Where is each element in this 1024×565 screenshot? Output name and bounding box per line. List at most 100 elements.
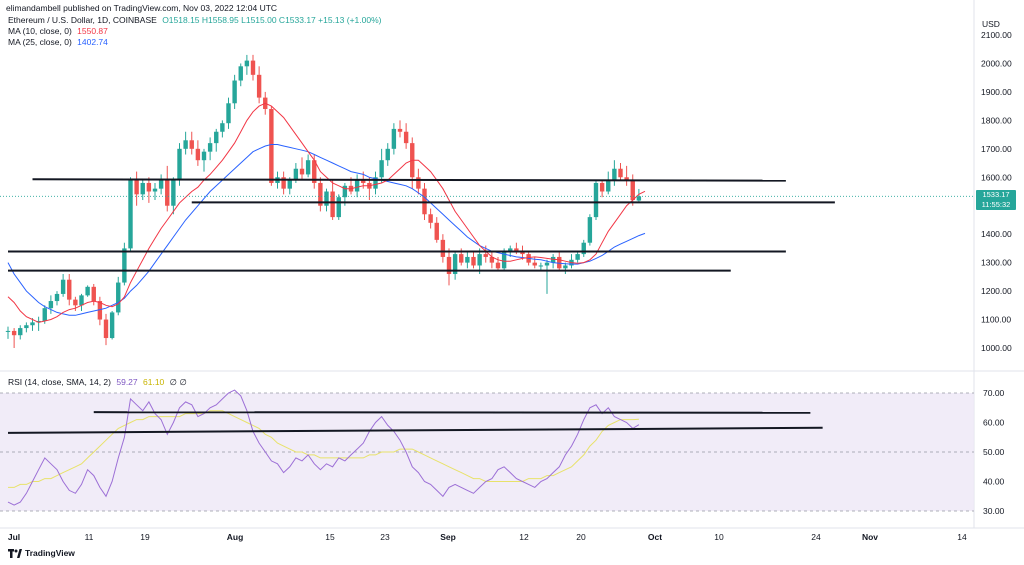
- candle-up: [122, 248, 127, 283]
- rsi-trendline: [93, 411, 811, 414]
- candle-down: [630, 180, 635, 201]
- candle-up: [116, 282, 121, 313]
- rsi-extra: ∅ ∅: [169, 377, 187, 387]
- ma25-label: MA (25, close, 0): [8, 37, 72, 47]
- candle-up: [550, 256, 556, 263]
- candle-down: [483, 254, 488, 257]
- candle-up: [287, 180, 292, 189]
- candle-up: [477, 254, 482, 266]
- ma25-legend[interactable]: MA (25, close, 0) 1402.74: [8, 37, 111, 47]
- candle-down: [440, 239, 446, 257]
- candle-down: [73, 299, 78, 306]
- symbol-legend[interactable]: Ethereum / U.S. Dollar, 1D, COINBASE O15…: [8, 15, 384, 25]
- time-axis-tick-label: 20: [576, 532, 586, 542]
- candle-up: [85, 286, 90, 296]
- candle-up: [391, 128, 397, 149]
- candle-down: [471, 256, 476, 266]
- rsi-trendline: [7, 426, 823, 434]
- ma10-legend[interactable]: MA (10, close, 0) 1550.87: [8, 26, 111, 36]
- time-axis-tick-label: 10: [714, 532, 724, 542]
- time-axis-tick-label: 11: [85, 532, 94, 542]
- candle-up: [24, 325, 29, 329]
- rsi-ma-line: [8, 410, 639, 488]
- candle-up: [152, 188, 158, 192]
- candle-up: [207, 143, 213, 152]
- candle-down: [397, 128, 403, 132]
- candle-down: [103, 319, 109, 339]
- price-axis-tick-label: 2000.00: [981, 58, 1012, 68]
- candle-up: [379, 160, 384, 178]
- ma10-line: [7, 102, 646, 323]
- candle-up: [508, 248, 513, 252]
- candle-up: [544, 262, 550, 266]
- candle-up: [48, 301, 54, 309]
- candle-up: [238, 66, 243, 81]
- candle-down: [256, 74, 262, 98]
- time-axis-tick-label: 15: [325, 532, 335, 542]
- candle-down: [624, 177, 629, 181]
- tradingview-logo-text: TradingView: [25, 548, 75, 558]
- rsi-ma-value: 61.10: [143, 377, 165, 387]
- candle-up: [342, 185, 348, 198]
- candle-up: [244, 60, 250, 67]
- candle-up: [60, 279, 66, 294]
- rsi-axis-tick-label: 30.00: [983, 506, 1005, 516]
- candle-up: [140, 182, 145, 195]
- candle-up: [171, 180, 176, 206]
- currency-label: USD: [982, 19, 1000, 29]
- candle-down: [195, 148, 201, 161]
- rsi-axis-tick-label: 50.00: [983, 447, 1005, 457]
- time-axis-tick-label: 19: [140, 532, 150, 542]
- candle-up: [501, 251, 507, 269]
- candle-up: [293, 168, 299, 181]
- candle-up: [30, 322, 35, 326]
- candle-up: [593, 182, 599, 218]
- time-axis-tick-label: 24: [811, 532, 821, 542]
- candle-down: [134, 180, 139, 195]
- candle-down: [281, 177, 286, 189]
- rsi-axis-tick-label: 40.00: [983, 477, 1005, 487]
- tradingview-logo[interactable]: TradingView: [8, 548, 75, 558]
- candle-down: [599, 182, 605, 192]
- candle-up: [305, 160, 311, 175]
- candle-up: [581, 242, 586, 255]
- candle-up: [538, 265, 544, 267]
- last-price-value: 1533.17: [982, 190, 1010, 199]
- price-axis-tick-label: 1800.00: [981, 115, 1012, 125]
- candle-down: [514, 248, 519, 252]
- published-note: elimandambell published on TradingView.c…: [6, 3, 278, 13]
- support-resistance-line: [32, 178, 786, 182]
- time-axis-tick-label: Jul: [8, 532, 20, 542]
- candle-up: [42, 308, 47, 321]
- candle-up: [5, 330, 11, 332]
- time-axis-tick-label: Aug: [227, 532, 244, 542]
- time-axis-tick-label: 23: [380, 532, 390, 542]
- candle-up: [373, 177, 378, 189]
- candle-up: [214, 131, 219, 144]
- ma10-value: 1550.87: [77, 26, 108, 36]
- rsi-axis-tick-label: 60.00: [983, 418, 1005, 428]
- candle-up: [465, 256, 470, 263]
- candle-up: [232, 80, 237, 104]
- price-axis-tick-label: 1100.00: [981, 315, 1011, 325]
- rsi-label: RSI (14, close, SMA, 14, 2): [8, 377, 111, 387]
- rsi-legend[interactable]: RSI (14, close, SMA, 14, 2) 59.27 61.10 …: [8, 377, 190, 388]
- price-axis-tick-label: 1000.00: [981, 343, 1012, 353]
- candle-down: [312, 160, 317, 183]
- candle-down: [67, 279, 72, 300]
- candle-up: [452, 254, 458, 275]
- ma25-value: 1402.74: [77, 37, 108, 47]
- ohlc-values: O1518.15 H1558.95 L1515.00 C1533.17 +15.…: [162, 15, 382, 25]
- candle-up: [36, 320, 41, 323]
- candle-down: [495, 262, 501, 269]
- candle-down: [416, 177, 421, 189]
- candle-up: [385, 148, 390, 161]
- candle-up: [226, 103, 231, 124]
- candle-down: [146, 182, 152, 192]
- candle-down: [459, 254, 464, 263]
- time-axis-tick-label: 14: [957, 532, 967, 542]
- candle-down: [269, 108, 274, 183]
- candle-up: [606, 180, 611, 192]
- ma10-label: MA (10, close, 0): [8, 26, 72, 36]
